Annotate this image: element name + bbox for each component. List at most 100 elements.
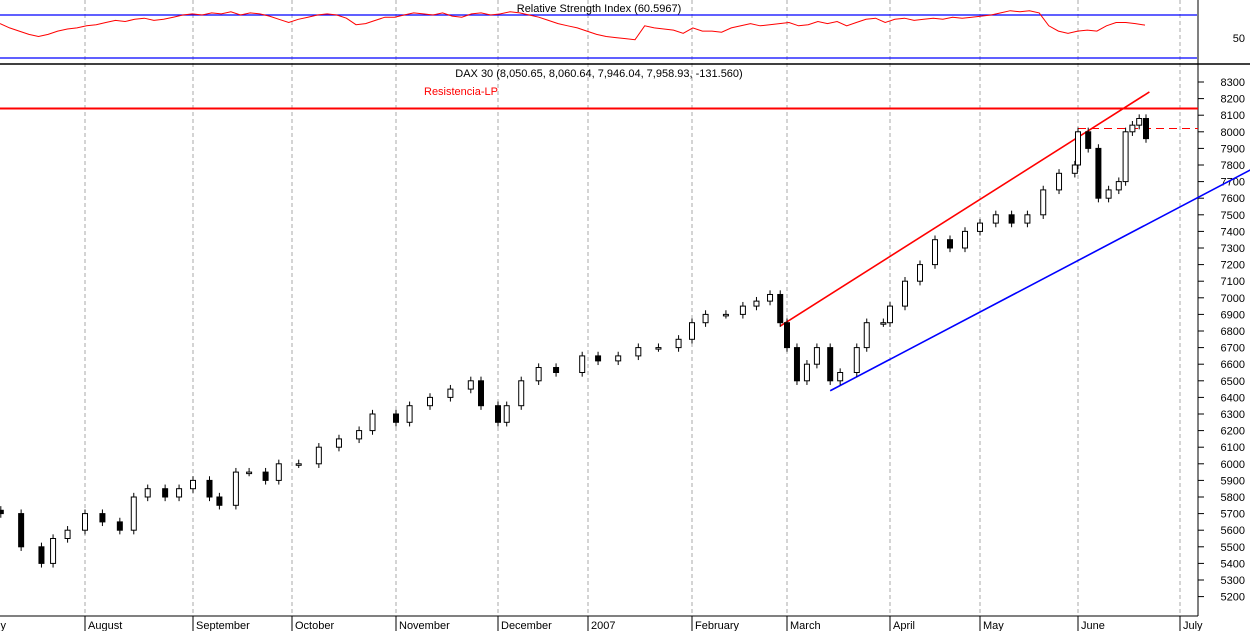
candle-body — [1008, 214, 1015, 224]
candle-body — [793, 347, 800, 382]
candle-body — [467, 380, 474, 390]
x-tick-label: August — [88, 620, 122, 631]
y-tick-label: 6000 — [1221, 459, 1245, 471]
y-tick-label: 7300 — [1221, 243, 1245, 255]
y-tick-label: 6900 — [1221, 309, 1245, 321]
candle-body — [99, 513, 106, 523]
x-tick-label: July — [1183, 620, 1203, 631]
y-tick-label: 7000 — [1221, 293, 1245, 305]
candle-body — [535, 367, 542, 382]
candle-body — [739, 305, 746, 315]
candle-body — [295, 463, 302, 466]
candle-body — [393, 413, 399, 423]
candle-body — [827, 347, 834, 382]
candle-body — [947, 239, 953, 249]
candle-body — [932, 239, 938, 266]
x-tick-label: 2007 — [591, 620, 615, 631]
y-tick-label: 7700 — [1221, 177, 1245, 189]
price-title: DAX 30 (8,050.65, 8,060.64, 7,946.04, 7,… — [455, 68, 742, 80]
candle-body — [1095, 147, 1102, 199]
y-tick-label: 5400 — [1221, 558, 1245, 570]
candle-body — [863, 322, 870, 349]
candle-body — [232, 471, 239, 506]
y-tick-label: 5300 — [1221, 575, 1245, 587]
candle-body — [427, 396, 433, 407]
candle-body — [38, 546, 45, 564]
y-tick-label: 8300 — [1221, 77, 1245, 89]
candle-body — [518, 380, 525, 407]
candle-body — [503, 405, 510, 423]
candle-body — [753, 300, 760, 307]
resistance-label: Resistencia-LP — [424, 86, 498, 98]
candle-body — [917, 264, 923, 282]
candle-body — [1075, 131, 1081, 166]
candle-body — [992, 214, 999, 224]
candle-body — [1143, 118, 1149, 140]
y-tick-label: 6300 — [1221, 409, 1245, 421]
y-tick-label: 7200 — [1221, 260, 1245, 272]
candle-body — [689, 322, 695, 340]
x-tick-label: ly — [0, 620, 6, 631]
candle-body — [406, 405, 413, 423]
y-tick-label: 7600 — [1221, 193, 1245, 205]
rsi-title: Relative Strength Index (60.5967) — [517, 3, 682, 15]
x-tick-label: June — [1081, 620, 1105, 631]
y-tick-label: 5500 — [1221, 542, 1245, 554]
x-tick-label: September — [196, 620, 250, 631]
y-tick-label: 5900 — [1221, 475, 1245, 487]
candle-body — [1085, 131, 1092, 149]
rsi-axis-label-50: 50 — [1233, 33, 1245, 45]
y-tick-label: 6100 — [1221, 442, 1245, 454]
y-tick-label: 7800 — [1221, 160, 1245, 172]
x-tick-label: February — [695, 620, 740, 631]
rsi-panel: Relative Strength Index (60.5967) 50 — [0, 3, 1245, 59]
candle-body — [1129, 124, 1136, 133]
candle-body — [1105, 189, 1112, 199]
candle-body — [447, 388, 454, 398]
candle-body — [1071, 164, 1078, 174]
candle-body — [190, 479, 196, 490]
price-axis: 5200 5300 5400 5500 5600 5700 5800 5900 6000 6100… — [1198, 77, 1245, 604]
candle-body — [880, 322, 887, 325]
candles — [0, 114, 1149, 568]
candle-body — [64, 529, 71, 540]
candle-body — [579, 355, 586, 373]
candle-body — [216, 496, 223, 506]
candle-body — [144, 488, 151, 498]
x-tick-label: April — [893, 620, 915, 631]
candle-body — [315, 446, 322, 465]
y-tick-label: 5200 — [1221, 592, 1245, 604]
candle-body — [335, 438, 342, 448]
y-tick-label: 6500 — [1221, 376, 1245, 388]
y-tick-label: 6800 — [1221, 326, 1245, 338]
candle-body — [595, 355, 602, 362]
y-tick-label: 8000 — [1221, 127, 1245, 139]
y-tick-label: 7100 — [1221, 276, 1245, 288]
x-tick-label: December — [501, 620, 552, 631]
y-tick-label: 6400 — [1221, 392, 1245, 404]
y-tick-label: 6600 — [1221, 359, 1245, 371]
y-tick-label: 8100 — [1221, 110, 1245, 122]
candle-body — [813, 347, 820, 365]
candle-body — [803, 363, 810, 382]
upper-channel-line — [779, 91, 1150, 327]
y-tick-label: 8200 — [1221, 94, 1245, 106]
candle-body — [784, 322, 790, 349]
candle-body — [722, 313, 729, 317]
lower-channel-line — [829, 169, 1250, 392]
x-tick-label: May — [983, 620, 1004, 631]
candle-body — [206, 479, 213, 498]
y-tick-label: 7900 — [1221, 143, 1245, 155]
candle-body — [176, 488, 183, 498]
y-tick-label: 5700 — [1221, 509, 1245, 521]
y-tick-label: 5600 — [1221, 525, 1245, 537]
rsi-line — [0, 10, 1146, 41]
candle-body — [837, 372, 844, 382]
candle-body — [1136, 118, 1143, 126]
x-tick-label: March — [790, 620, 821, 631]
candle-body — [655, 347, 662, 350]
candle-body — [962, 230, 968, 249]
candle-body — [902, 280, 908, 307]
candle-body — [777, 293, 784, 324]
